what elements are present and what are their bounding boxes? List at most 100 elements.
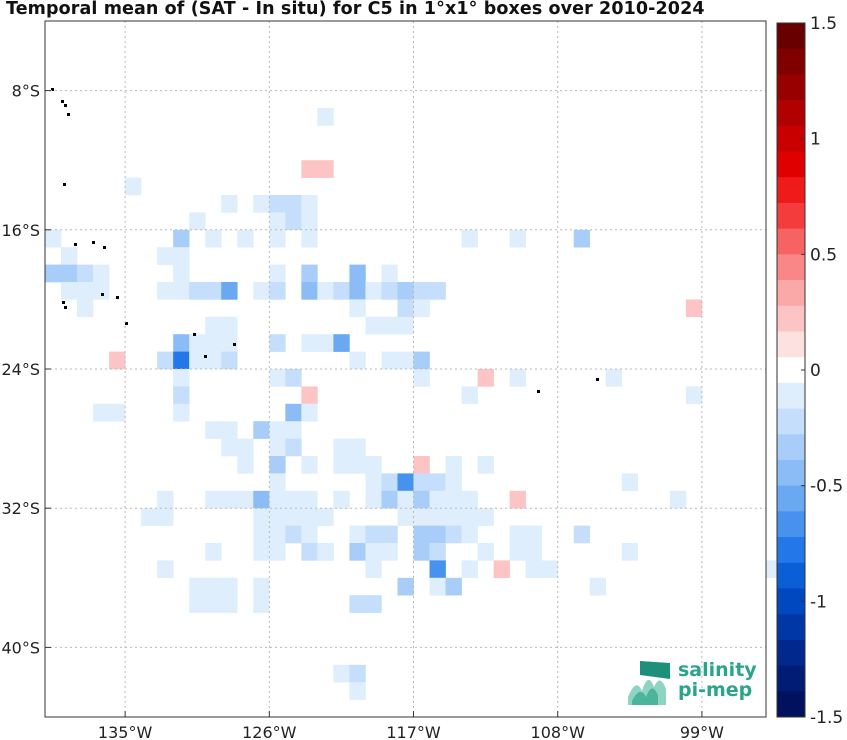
data-cell [221,577,238,596]
data-cell [381,543,398,561]
data-cell [413,456,430,474]
data-cell [381,264,398,283]
data-cell [237,438,254,457]
lon-tick-label: 108°W [531,723,586,740]
data-cell [349,456,366,474]
data-cell [205,490,222,509]
data-cell [189,212,206,231]
data-cell [397,508,414,526]
data-cell [269,229,286,248]
data-cell [93,282,110,300]
data-cell [461,508,478,526]
data-cell [429,490,446,509]
data-cell [77,264,94,283]
data-cell [285,508,302,526]
lon-tick-label: 126°W [242,723,297,740]
data-cell [269,212,286,231]
data-cell [301,195,318,213]
data-cell [285,421,302,439]
colorbar-step [777,639,805,667]
data-cell [269,421,286,439]
data-cell [509,369,526,387]
lon-tick-label: 99°W [680,723,724,740]
data-cell [269,508,286,526]
data-cell [397,351,414,370]
data-cell [61,264,78,283]
data-cell [365,473,382,492]
data-cell [173,264,190,283]
data-cell [269,473,286,492]
data-cell [253,421,270,439]
data-cell [93,403,110,422]
lon-tick-labels: 135°W 126°W 117°W 108°W 99°W [98,711,724,740]
colorbar-step [777,459,805,487]
colorbar-step [777,382,805,410]
island-dot [64,306,67,309]
data-cell [429,508,446,526]
lat-tick-label: 32°S [1,499,40,518]
data-cell [525,525,542,544]
data-cell [285,212,302,231]
data-cell [221,334,238,352]
grid-lines [45,21,766,717]
colorbar-step [777,562,805,589]
data-cell [205,351,222,370]
island-dot [92,241,95,244]
data-cell [365,282,382,300]
data-cell [221,421,238,439]
data-cell [685,299,703,318]
data-cell [365,490,382,509]
data-cell [381,351,398,370]
data-cell [333,282,350,300]
data-cell [205,282,222,300]
data-cell [573,229,591,248]
lat-tick-label: 24°S [1,360,40,379]
data-cell [349,525,366,544]
data-cell [397,316,414,335]
data-cell [349,595,366,613]
data-cell [157,490,174,509]
data-cell [253,577,270,596]
data-cell [253,195,270,213]
data-cell [173,229,190,248]
data-cell [317,508,334,526]
colorbar-step [777,537,805,564]
data-cell [301,403,318,422]
data-cell [221,351,238,370]
island-dot [74,243,77,246]
data-cell [445,456,462,474]
data-cell [77,282,94,300]
data-cell [317,543,334,561]
island-dot [61,100,64,103]
lat-tick-label: 40°S [1,638,40,657]
colorbar-step [777,614,805,641]
colorbar-tick-label: -0.5 [810,477,843,497]
data-cell [413,351,430,370]
data-cell [605,369,623,387]
data-cell [413,282,430,300]
data-cell [509,543,526,561]
lat-tick-label: 8°S [12,82,40,101]
data-cell [333,438,350,457]
data-cell [253,595,270,613]
data-cell [685,386,703,405]
map-title: Temporal mean of (SAT - In situ) for C5 … [6,0,705,19]
data-cell [461,386,478,405]
colorbar-step [777,485,805,512]
island-dot [62,301,65,304]
data-cell [269,490,286,509]
colorbar-step [777,331,805,358]
colorbar-tick-label: -1.5 [810,708,843,728]
island-dot [67,113,70,116]
logo-text-salinity: salinity [678,659,757,681]
data-cell [269,543,286,561]
data-cell [365,525,382,544]
data-cell [445,490,462,509]
data-cell [301,456,318,474]
data-cell [349,682,366,700]
island-dot [596,378,599,381]
data-cell [269,282,286,300]
island-dot [116,296,119,299]
data-cell [157,247,174,265]
data-cell [93,264,110,283]
